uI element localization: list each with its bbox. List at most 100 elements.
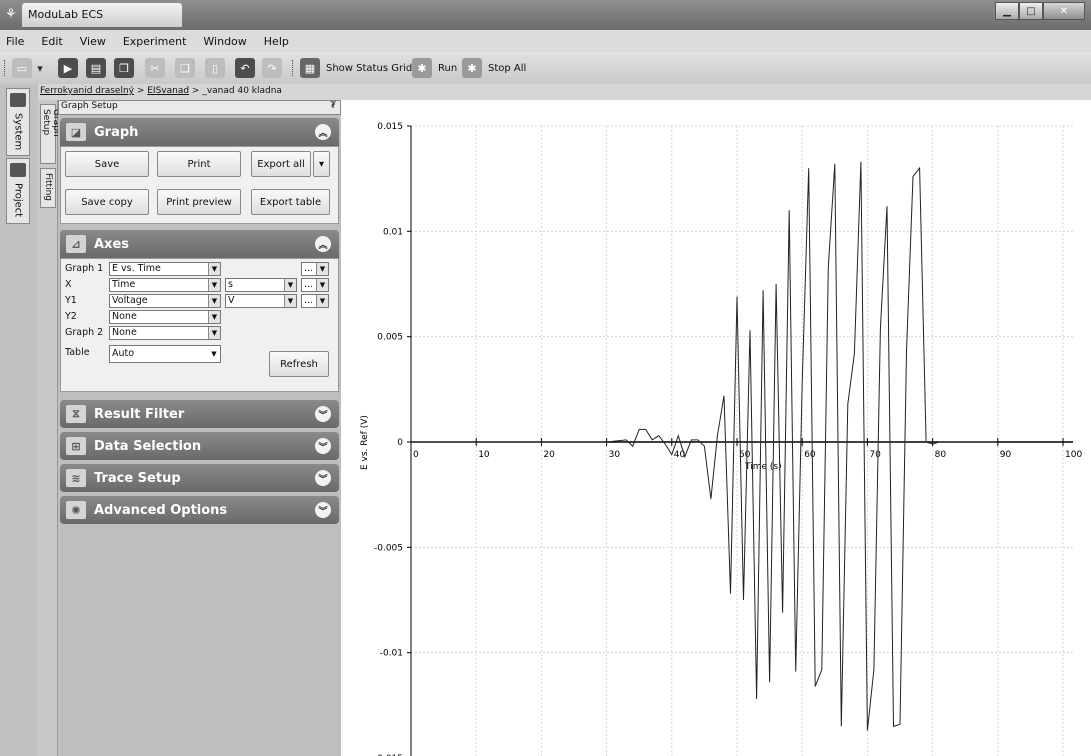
chevron-down-icon[interactable]: ︾ bbox=[315, 470, 331, 486]
chevron-down-icon[interactable]: ︾ bbox=[315, 406, 331, 422]
trace-setup-section-header[interactable]: ≋ Trace Setup ︾ bbox=[60, 464, 339, 492]
paste-icon[interactable]: ▯ bbox=[205, 58, 225, 78]
graph1-value: E vs. Time bbox=[112, 263, 161, 274]
x-tick-label: 100 bbox=[1065, 450, 1082, 460]
undo-icon[interactable]: ↶ bbox=[235, 58, 255, 78]
minimize-button[interactable]: ▁ bbox=[995, 2, 1019, 20]
x-axis-title: Time (s) bbox=[744, 462, 782, 472]
table-label: Table bbox=[65, 347, 90, 358]
print-button[interactable]: Print bbox=[157, 151, 241, 177]
save-all-icon[interactable]: ❐ bbox=[114, 58, 134, 78]
menu-help[interactable]: Help bbox=[263, 34, 289, 48]
y-axis-title: E vs. Ref (V) bbox=[360, 415, 370, 470]
advanced-options-section-header[interactable]: ✺ Advanced Options ︾ bbox=[60, 496, 339, 524]
advanced-options-title: Advanced Options bbox=[94, 502, 228, 518]
save-copy-button[interactable]: Save copy bbox=[65, 189, 149, 215]
copy-icon[interactable]: ❏ bbox=[175, 58, 195, 78]
y1-axis-select[interactable]: Voltage ▼ bbox=[109, 294, 221, 308]
export-dropdown-icon[interactable]: ▾ bbox=[313, 151, 330, 177]
breadcrumb-link-1[interactable]: Ferrokyanid draselný bbox=[40, 86, 134, 96]
graph-setup-panel: Graph Setup ₮ ◪ Graph ︽ Save Print Expor… bbox=[58, 100, 341, 756]
run-label: Run bbox=[438, 62, 458, 74]
setup-panel-title: Graph Setup bbox=[61, 101, 118, 111]
maximize-button[interactable]: □ bbox=[1019, 2, 1043, 20]
chevron-down-icon[interactable]: ︾ bbox=[315, 502, 331, 518]
export-all-button[interactable]: Export all bbox=[251, 151, 311, 177]
refresh-button[interactable]: Refresh bbox=[269, 351, 329, 377]
export-table-button[interactable]: Export table bbox=[251, 189, 330, 215]
y-tick-label: -0.01 bbox=[380, 649, 403, 659]
chevron-down-icon: ▼ bbox=[316, 295, 328, 307]
print-preview-button[interactable]: Print preview bbox=[157, 189, 241, 215]
y2-axis-select[interactable]: None ▼ bbox=[109, 310, 221, 324]
tab-system-label: System bbox=[12, 113, 24, 151]
data-selection-section-header[interactable]: ⊞ Data Selection ︾ bbox=[60, 432, 339, 460]
stop-all-button[interactable]: ✱ Stop All bbox=[462, 58, 526, 78]
axes-section-header[interactable]: ⊿ Axes ︽ bbox=[60, 230, 339, 258]
y1-axis-value: Voltage bbox=[112, 295, 148, 306]
table-select[interactable]: Auto ▼ bbox=[109, 345, 221, 363]
dropdown-arrow-icon[interactable]: ▾ bbox=[37, 61, 43, 75]
y1-unit-select[interactable]: V ▼ bbox=[225, 294, 297, 308]
tab-system[interactable]: System bbox=[6, 88, 30, 156]
x-tick-label: 60 bbox=[804, 450, 816, 460]
tab-fitting[interactable]: Fitting bbox=[40, 168, 56, 208]
redo-icon[interactable]: ↷ bbox=[262, 58, 282, 78]
x-unit-select[interactable]: s ▼ bbox=[225, 278, 297, 292]
graph-section-body: Save Print Export all ▾ Save copy Print … bbox=[60, 146, 339, 224]
close-button[interactable]: ✕ bbox=[1043, 2, 1085, 20]
table-value: Auto bbox=[112, 348, 135, 359]
result-filter-section-header[interactable]: ⧖ Result Filter ︾ bbox=[60, 400, 339, 428]
y-tick-label: -0.005 bbox=[374, 543, 403, 553]
chevron-down-icon: ▼ bbox=[316, 279, 328, 291]
save-icon[interactable]: ▤ bbox=[86, 58, 106, 78]
panel-tab-strip: Graph Setup Fitting bbox=[38, 100, 61, 756]
menu-file[interactable]: File bbox=[6, 34, 25, 48]
chevron-down-icon: ▼ bbox=[208, 327, 220, 339]
graph1-more-button[interactable]: ... ▼ bbox=[301, 262, 329, 276]
chevron-up-icon[interactable]: ︽ bbox=[315, 124, 331, 140]
graph2-select[interactable]: None ▼ bbox=[109, 326, 221, 340]
axes-icon: ⊿ bbox=[66, 235, 86, 253]
toolbar: ▭ ▾ ▶ ▤ ❐ ✂ ❏ ▯ ↶ ↷ ▦ Show Status Grid ✱… bbox=[0, 52, 1091, 84]
x-more-button[interactable]: ... ▼ bbox=[301, 278, 329, 292]
run-icon: ✱ bbox=[412, 58, 432, 78]
toolbar-grip-2[interactable] bbox=[292, 60, 295, 76]
tab-project[interactable]: Project bbox=[6, 158, 30, 224]
y1-more-button[interactable]: ... ▼ bbox=[301, 294, 329, 308]
x-axis-select[interactable]: Time ▼ bbox=[109, 278, 221, 292]
advanced-options-icon: ✺ bbox=[66, 501, 86, 519]
cut-icon[interactable]: ✂ bbox=[145, 58, 165, 78]
chevron-down-icon: ▼ bbox=[208, 346, 220, 362]
chevron-down-icon[interactable]: ︾ bbox=[315, 438, 331, 454]
menu-view[interactable]: View bbox=[79, 34, 106, 48]
new-icon[interactable]: ▭ bbox=[12, 58, 32, 78]
graph1-more-label: ... bbox=[304, 263, 314, 274]
open-icon[interactable]: ▶ bbox=[58, 58, 78, 78]
graph1-select[interactable]: E vs. Time ▼ bbox=[109, 262, 221, 276]
chevron-up-icon[interactable]: ︽ bbox=[315, 236, 331, 252]
stop-all-label: Stop All bbox=[488, 62, 527, 74]
x-tick-label: 50 bbox=[739, 450, 751, 460]
breadcrumb-link-2[interactable]: EISvanad bbox=[147, 86, 190, 96]
graph-section-header[interactable]: ◪ Graph ︽ bbox=[60, 118, 339, 146]
show-status-grid-button[interactable]: ▦ Show Status Grid bbox=[300, 58, 412, 78]
chevron-down-icon: ▼ bbox=[208, 279, 220, 291]
pin-icon[interactable]: ₮ bbox=[330, 101, 336, 111]
y1-axis-label: Y1 bbox=[65, 295, 77, 306]
toolbar-grip[interactable] bbox=[4, 60, 7, 76]
graph2-label: Graph 2 bbox=[65, 327, 104, 338]
menu-experiment[interactable]: Experiment bbox=[122, 34, 187, 48]
chevron-down-icon: ▼ bbox=[208, 263, 220, 275]
run-button[interactable]: ✱ Run bbox=[412, 58, 457, 78]
stop-icon: ✱ bbox=[462, 58, 482, 78]
breadcrumb: Ferrokyanid draselný > EISvanad > _vanad… bbox=[38, 84, 1091, 100]
x-tick-label: 80 bbox=[935, 450, 947, 460]
tab-graph-setup[interactable]: Graph Setup bbox=[40, 104, 61, 164]
menu-window[interactable]: Window bbox=[203, 34, 247, 48]
save-button[interactable]: Save bbox=[65, 151, 149, 177]
menu-edit[interactable]: Edit bbox=[41, 34, 63, 48]
chevron-down-icon: ▼ bbox=[284, 279, 296, 291]
y2-axis-value: None bbox=[112, 311, 137, 322]
graph-area[interactable]: 0.015 0.01 0.005 0 -0.005 -0.01 -0.015 0 10 20 30 4… bbox=[341, 100, 1091, 756]
